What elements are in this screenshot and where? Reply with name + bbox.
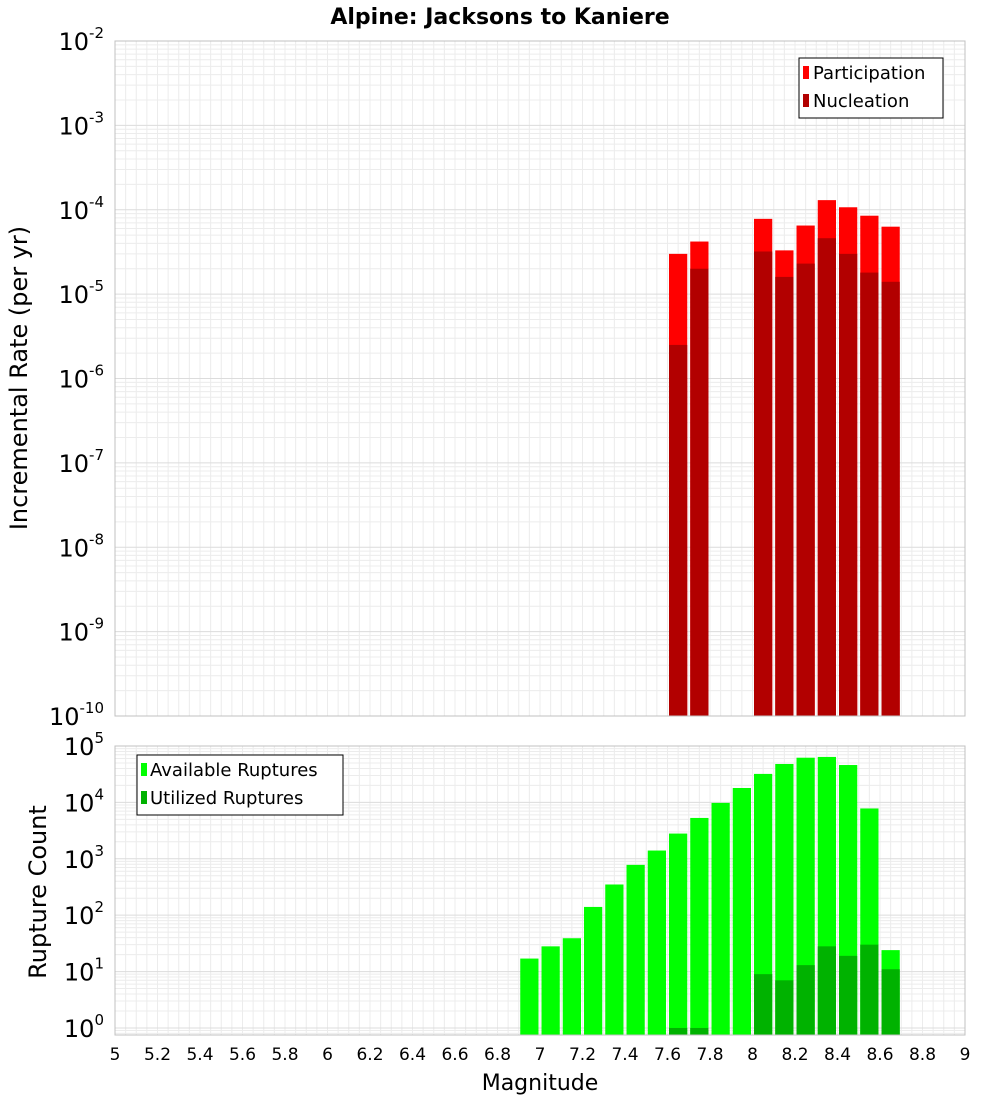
- y-tick-label: 10-4: [58, 193, 104, 225]
- nucleation-bar: [839, 253, 858, 716]
- nucleation-legend-swatch: [803, 94, 809, 107]
- x-tick-label: 7.2: [569, 1045, 596, 1065]
- nucleation-bar: [754, 251, 773, 716]
- available-ruptures-bar: [647, 850, 666, 1035]
- y-tick-label: 101: [64, 955, 104, 987]
- x-tick-label: 5: [110, 1045, 121, 1065]
- x-tick-label: 5.6: [229, 1045, 256, 1065]
- count-panel: 100 101 102 103 104 105 5 5.2 5.4 5.6 5.8 6 6.2 6.4 6…: [24, 729, 970, 1096]
- available-ruptures-bar: [605, 884, 624, 1035]
- nucleation-legend-label: Nucleation: [813, 91, 909, 112]
- x-tick-label: 6.2: [356, 1045, 383, 1065]
- nucleation-bar: [881, 281, 900, 716]
- nucleation-bar: [860, 272, 879, 716]
- y-tick-label: 10-5: [58, 277, 104, 309]
- x-tick-label: 7.8: [696, 1045, 723, 1065]
- rate-bars: [669, 200, 900, 717]
- x-tick-label: 6.4: [399, 1045, 426, 1065]
- utilized-ruptures-bar: [690, 1027, 709, 1035]
- participation-legend-swatch: [803, 66, 809, 79]
- y-tick-label: 102: [64, 898, 104, 930]
- available-ruptures-bar: [669, 833, 688, 1035]
- chart-title: Alpine: Jacksons to Kaniere: [330, 5, 669, 30]
- count-y-ticks: 100 101 102 103 104 105: [64, 729, 104, 1043]
- x-tick-label: 7.4: [611, 1045, 638, 1065]
- count-legend-box: [136, 754, 344, 816]
- rate-gridlines: [114, 40, 966, 717]
- utilized-legend-swatch: [141, 791, 147, 804]
- available-ruptures-bar: [732, 787, 751, 1035]
- y-tick-label: 10-10: [49, 699, 104, 731]
- available-ruptures-bar: [711, 802, 730, 1035]
- utilized-ruptures-bar: [817, 946, 836, 1035]
- x-tick-label: 5.8: [271, 1045, 298, 1065]
- x-ticks: 5 5.2 5.4 5.6 5.8 6 6.2 6.4 6.6 6.8 7 7.2 7.4 7.6 7.8 8…: [110, 1045, 971, 1065]
- nucleation-bar: [690, 268, 709, 716]
- utilized-ruptures-bar: [669, 1027, 688, 1035]
- rate-panel: 10-10 10-9 10-8 10-7 10-6 10-5 10-4 10-3 10-2 In…: [5, 24, 966, 731]
- x-tick-label: 5.2: [144, 1045, 171, 1065]
- y-tick-label: 100: [64, 1011, 104, 1043]
- x-tick-label: 6: [322, 1045, 333, 1065]
- utilized-legend-label: Utilized Ruptures: [150, 788, 303, 809]
- x-tick-label: 8.2: [781, 1045, 808, 1065]
- rate-plot-border: [114, 40, 966, 717]
- rate-legend-box: [798, 57, 944, 119]
- available-legend-swatch: [141, 763, 147, 776]
- available-ruptures-bar: [584, 906, 603, 1035]
- y-tick-label: 10-9: [58, 615, 104, 647]
- x-tick-label: 7.6: [654, 1045, 681, 1065]
- available-legend-label: Available Ruptures: [150, 760, 318, 781]
- x-tick-label: 8: [747, 1045, 758, 1065]
- rate-y-axis-label: Incremental Rate (per yr): [5, 226, 33, 530]
- count-bars: [520, 756, 900, 1035]
- y-tick-label: 104: [64, 785, 104, 817]
- available-ruptures-bar: [754, 773, 773, 1035]
- utilized-ruptures-bar: [775, 980, 794, 1035]
- x-tick-label: 6.6: [441, 1045, 468, 1065]
- participation-legend-label: Participation: [813, 63, 925, 84]
- available-ruptures-bar: [562, 938, 581, 1035]
- y-tick-label: 10-7: [58, 446, 104, 478]
- utilized-ruptures-bar: [796, 965, 815, 1035]
- count-legend: Available Ruptures Utilized Ruptures: [136, 754, 344, 816]
- available-ruptures-bar: [775, 763, 794, 1035]
- utilized-ruptures-bar: [881, 969, 900, 1035]
- utilized-ruptures-bar: [860, 944, 879, 1035]
- count-y-axis-label: Rupture Count: [24, 805, 52, 979]
- available-ruptures-bar: [541, 946, 560, 1035]
- x-tick-label: 8.8: [909, 1045, 936, 1065]
- y-tick-label: 10-2: [58, 24, 104, 56]
- nucleation-bar: [796, 263, 815, 716]
- x-tick-label: 8.4: [824, 1045, 851, 1065]
- nucleation-bar: [817, 238, 836, 716]
- nucleation-bar: [775, 276, 794, 716]
- y-tick-label: 105: [64, 729, 104, 761]
- available-ruptures-bar: [520, 958, 539, 1035]
- utilized-ruptures-bar: [754, 974, 773, 1035]
- x-tick-label: 5.4: [186, 1045, 213, 1065]
- x-tick-label: 9: [960, 1045, 971, 1065]
- count-plot-border: [114, 745, 966, 1036]
- rate-legend: Participation Nucleation: [798, 57, 944, 119]
- x-tick-label: 7: [535, 1045, 546, 1065]
- available-ruptures-bar: [626, 864, 645, 1035]
- y-tick-label: 10-3: [58, 108, 104, 140]
- x-axis-label: Magnitude: [482, 1071, 599, 1096]
- y-tick-label: 10-8: [58, 530, 104, 562]
- y-tick-label: 10-6: [58, 362, 104, 394]
- x-tick-label: 8.6: [866, 1045, 893, 1065]
- nucleation-bar: [669, 344, 688, 716]
- y-tick-label: 103: [64, 842, 104, 874]
- rate-y-ticks: 10-10 10-9 10-8 10-7 10-6 10-5 10-4 10-3 10-2: [49, 24, 104, 731]
- x-tick-label: 6.8: [484, 1045, 511, 1065]
- available-ruptures-bar: [690, 817, 709, 1035]
- utilized-ruptures-bar: [839, 955, 858, 1035]
